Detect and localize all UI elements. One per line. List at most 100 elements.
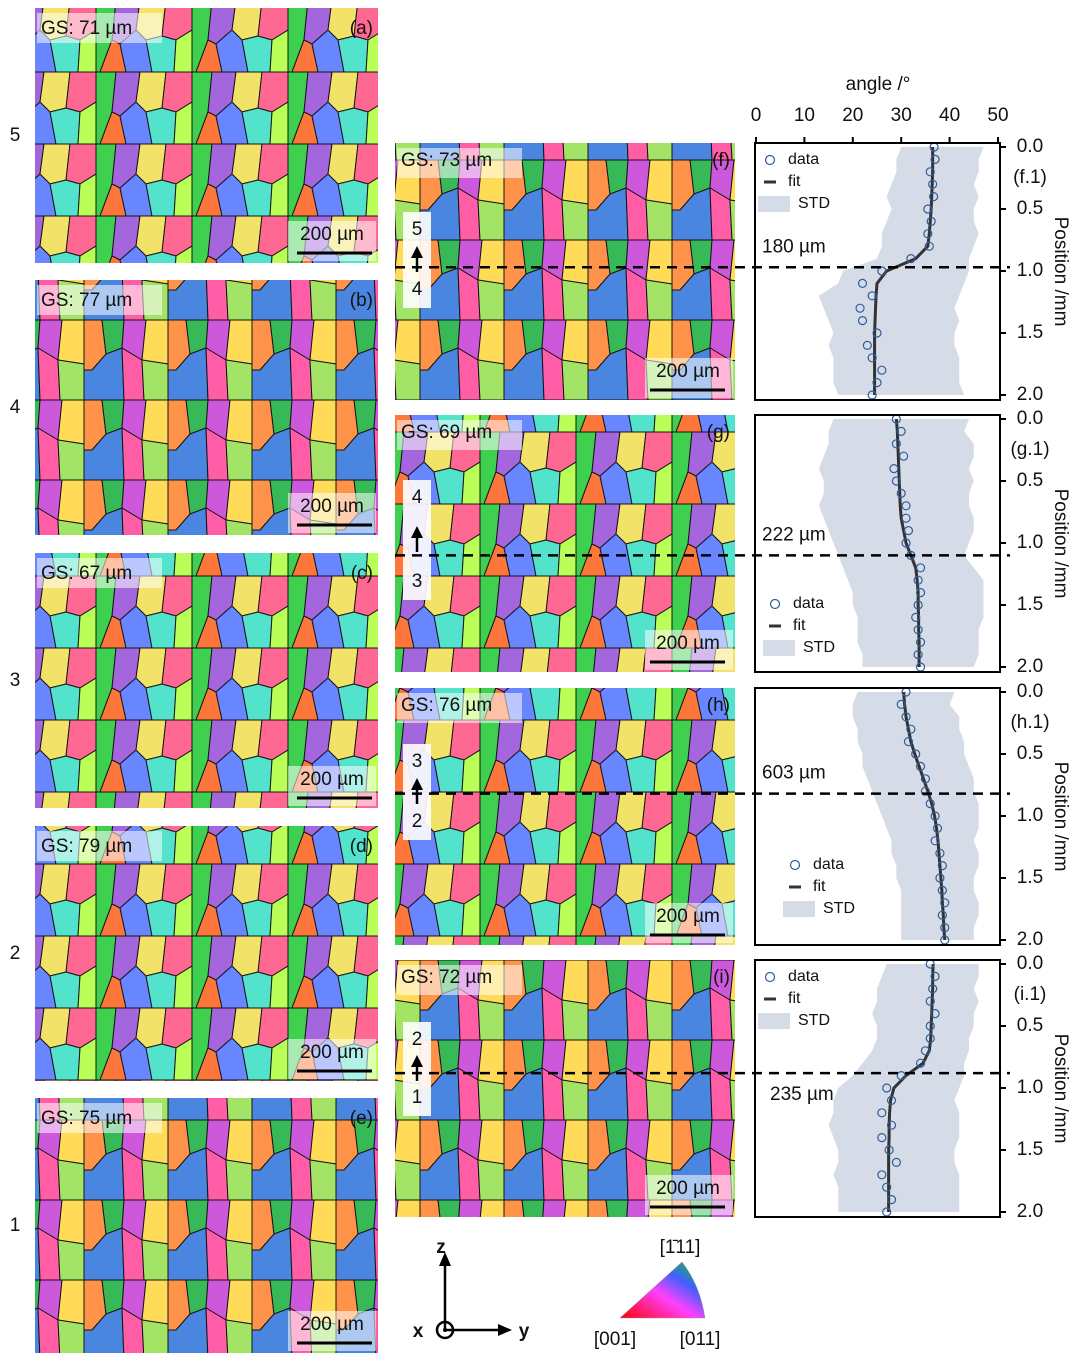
scale-bar-label: 200 µm bbox=[300, 1314, 364, 1335]
scale-bar-label: 200 µm bbox=[656, 361, 720, 382]
y-axis-label: Position /mm bbox=[1050, 762, 1071, 872]
legend-marker bbox=[758, 196, 790, 212]
layer-number: 2 bbox=[10, 943, 21, 964]
y-tick-label: 0.5 bbox=[1017, 1015, 1043, 1036]
y-tick-label: 1.5 bbox=[1017, 1139, 1043, 1160]
legend-marker bbox=[758, 1013, 790, 1029]
y-tick-label: 2.0 bbox=[1017, 929, 1043, 950]
y-tick-label: 2.0 bbox=[1017, 1201, 1043, 1222]
panel-label: (b) bbox=[350, 290, 373, 311]
panel-label: (f) bbox=[712, 150, 730, 171]
panel-label: (h.1) bbox=[1010, 712, 1049, 733]
panel-label: (e) bbox=[350, 1108, 373, 1129]
y-tick-label: 2.0 bbox=[1017, 656, 1043, 677]
layer-number: 1 bbox=[10, 1215, 21, 1236]
y-tick-label: 1.0 bbox=[1017, 260, 1043, 281]
legend-label: fit bbox=[788, 990, 801, 1007]
scale-bar-label: 200 µm bbox=[300, 1042, 364, 1063]
panel-label: (g) bbox=[707, 422, 730, 443]
layer-number: 2 bbox=[412, 1029, 423, 1050]
ipf-left-label: [001] bbox=[594, 1329, 636, 1350]
layer-number: 2 bbox=[412, 811, 423, 832]
y-tick-label: 1.5 bbox=[1017, 867, 1043, 888]
y-axis-label: Position /mm bbox=[1050, 217, 1071, 327]
grain-maps: GS: 71 µm (a) 200 µm 5 GS: 77 µm (b) 200 µm 4 GS… bbox=[10, 8, 735, 1353]
legend-label: data bbox=[813, 856, 844, 873]
grain-size: GS: 73 µm bbox=[401, 150, 492, 171]
grain-size: GS: 71 µm bbox=[41, 18, 132, 39]
x-tick-label: 30 bbox=[891, 105, 912, 126]
legend-label: STD bbox=[798, 1012, 830, 1029]
y-axis-label: Position /mm bbox=[1050, 1034, 1071, 1144]
scale-bar-label: 200 µm bbox=[656, 906, 720, 927]
y-tick-label: 1.0 bbox=[1017, 805, 1043, 826]
ipf-key: [1̄11] [001] [011] bbox=[594, 1237, 721, 1350]
layer-number: 4 bbox=[10, 397, 21, 418]
y-tick-label: 0.0 bbox=[1017, 681, 1043, 702]
x-tick-label: 10 bbox=[794, 105, 815, 126]
legend-label: data bbox=[788, 968, 819, 985]
y-axis-label: Position /mm bbox=[1050, 489, 1071, 599]
x-tick-label: 50 bbox=[987, 105, 1008, 126]
legend-label: fit bbox=[793, 617, 806, 634]
grain-size: GS: 67 µm bbox=[41, 563, 132, 584]
layer-number: 4 bbox=[412, 487, 423, 508]
scale-bar-label: 200 µm bbox=[300, 769, 364, 790]
y-tick-label: 0.0 bbox=[1017, 136, 1043, 157]
scale-bar-label: 200 µm bbox=[300, 496, 364, 517]
boundary-label: 180 µm bbox=[762, 236, 826, 257]
y-tick-label: 1.5 bbox=[1017, 594, 1043, 615]
grain-size: GS: 77 µm bbox=[41, 290, 132, 311]
layer-number: 5 bbox=[412, 219, 423, 240]
legend-marker bbox=[763, 640, 795, 656]
axis-x-label: x bbox=[413, 1321, 424, 1342]
scale-bar-label: 200 µm bbox=[300, 224, 364, 245]
legend-label: data bbox=[793, 595, 824, 612]
boundary-label: 603 µm bbox=[762, 763, 826, 784]
layer-number: 3 bbox=[412, 571, 423, 592]
y-tick-label: 1.0 bbox=[1017, 1077, 1043, 1098]
figure: GS: 71 µm (a) 200 µm 5 GS: 77 µm (b) 200 µm 4 GS… bbox=[0, 0, 1074, 1356]
scale-bar-label: 200 µm bbox=[656, 633, 720, 654]
legend-label: fit bbox=[788, 173, 801, 190]
scale-bar-label: 200 µm bbox=[656, 1178, 720, 1199]
panel-label: (f.1) bbox=[1013, 167, 1047, 188]
y-tick-label: 1.5 bbox=[1017, 322, 1043, 343]
legend-label: STD bbox=[798, 195, 830, 212]
y-tick-label: 1.0 bbox=[1017, 532, 1043, 553]
grain-size: GS: 76 µm bbox=[401, 695, 492, 716]
axis-z-label: z bbox=[436, 1237, 446, 1258]
grain-size: GS: 75 µm bbox=[41, 1108, 132, 1129]
y-tick-label: 0.0 bbox=[1017, 408, 1043, 429]
y-tick-label: 0.0 bbox=[1017, 953, 1043, 974]
x-tick-label: 40 bbox=[939, 105, 960, 126]
panel-label: (i) bbox=[713, 967, 730, 988]
panel-label: (g.1) bbox=[1010, 439, 1049, 460]
grain-size: GS: 72 µm bbox=[401, 967, 492, 988]
panel-label: (c) bbox=[351, 563, 373, 584]
layer-number: 1 bbox=[412, 1087, 423, 1108]
coordinate-axes: z x y bbox=[413, 1237, 530, 1342]
legend-label: data bbox=[788, 151, 819, 168]
y-tick-label: 0.5 bbox=[1017, 470, 1043, 491]
y-tick-label: 0.5 bbox=[1017, 198, 1043, 219]
grain-size: GS: 69 µm bbox=[401, 422, 492, 443]
y-tick-label: 0.5 bbox=[1017, 743, 1043, 764]
layer-number: 4 bbox=[412, 279, 423, 300]
layer-number: 5 bbox=[10, 125, 21, 146]
panel-label: (i.1) bbox=[1014, 984, 1047, 1005]
x-axis-label: angle /° bbox=[846, 74, 911, 95]
panel-label: (a) bbox=[350, 18, 373, 39]
legend-label: STD bbox=[823, 900, 855, 917]
legend-marker bbox=[783, 901, 815, 917]
panel-label: (d) bbox=[350, 836, 373, 857]
legend-label: STD bbox=[803, 639, 835, 656]
legend-label: fit bbox=[813, 878, 826, 895]
ipf-top-label: [1̄11] bbox=[660, 1237, 701, 1258]
grain-size: GS: 79 µm bbox=[41, 836, 132, 857]
axis-y-label: y bbox=[519, 1321, 530, 1342]
ipf-right-label: [011] bbox=[680, 1329, 721, 1350]
layer-number: 3 bbox=[10, 670, 21, 691]
layer-number: 3 bbox=[412, 751, 423, 772]
boundary-label: 235 µm bbox=[770, 1084, 834, 1105]
